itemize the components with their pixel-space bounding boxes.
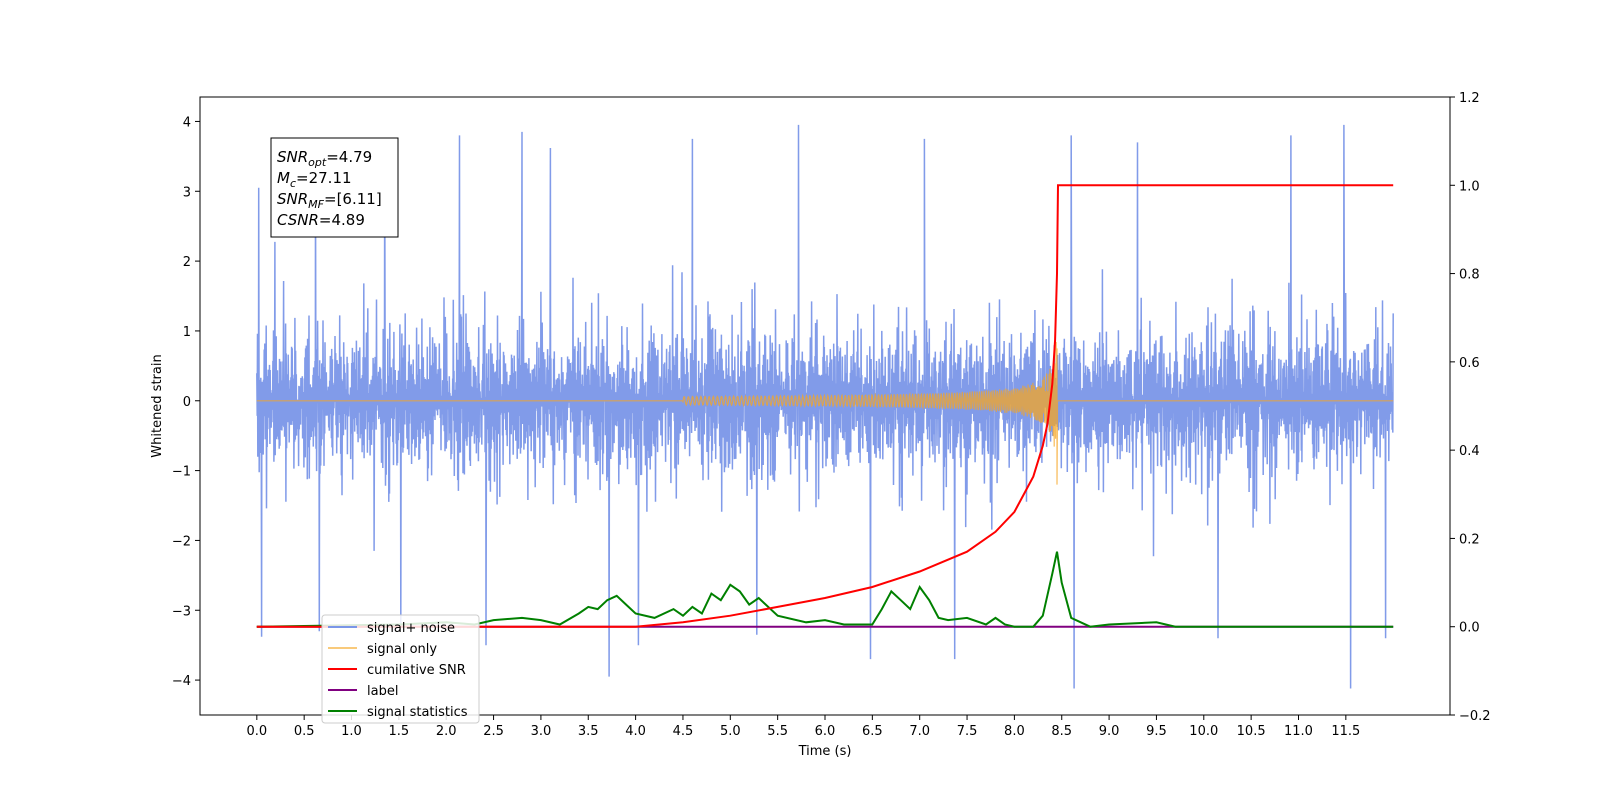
legend-label: cumilative SNR xyxy=(367,663,466,678)
y2-tick-label: 1.0 xyxy=(1459,179,1480,194)
y-tick-label: 3 xyxy=(183,185,191,200)
plot-area xyxy=(256,124,1394,689)
legend: signal+ noise signal only cumilative SNR la… xyxy=(321,614,480,724)
x-tick-label: 0.5 xyxy=(294,724,315,739)
axes: 0.0 0.5 1.0 1.5 2.0 2.5 3.0 3.5 4.0 4.5 5.0 5.5 6.0 6… xyxy=(172,91,1491,739)
x-tick-label: 8.0 xyxy=(1004,724,1025,739)
y-tick-label: 1 xyxy=(183,325,191,340)
y2-tick-label: 0.0 xyxy=(1459,621,1480,636)
series-cumulative-snr-line xyxy=(256,184,1394,628)
x-tick-label: 11.5 xyxy=(1331,724,1360,739)
x-axis-title: Time (s) xyxy=(798,744,852,759)
series-signal-noise-line xyxy=(256,124,1394,689)
x-tick-label: 6.0 xyxy=(815,724,836,739)
y-axis-title: Whitened strain xyxy=(150,354,165,457)
annotation-line: CSNR=4.89 xyxy=(277,211,365,229)
x-tick-label: 7.5 xyxy=(957,724,978,739)
x-tick-label: 4.0 xyxy=(625,724,646,739)
x-tick-label: 3.5 xyxy=(578,724,599,739)
y-tick-label: 2 xyxy=(183,255,191,270)
y-tick-label: −2 xyxy=(172,534,191,549)
y2-tick-label: 0.4 xyxy=(1459,444,1480,459)
x-tick-label: 2.5 xyxy=(483,724,504,739)
x-tick-label: 5.0 xyxy=(720,724,741,739)
x-tick-label: 4.5 xyxy=(673,724,694,739)
legend-label: label xyxy=(367,684,398,699)
y2-tick-label: −0.2 xyxy=(1459,709,1491,724)
y2-tick-label: 0.2 xyxy=(1459,532,1480,547)
legend-label: signal only xyxy=(367,642,437,657)
x-tick-label: 7.0 xyxy=(909,724,930,739)
x-tick-label: 2.0 xyxy=(436,724,457,739)
x-tick-label: 1.5 xyxy=(389,724,410,739)
x-tick-label: 10.5 xyxy=(1237,724,1266,739)
legend-frame xyxy=(321,614,480,724)
x-tick-label: 6.5 xyxy=(862,724,883,739)
x-tick-label: 11.0 xyxy=(1284,724,1313,739)
annotation-line: Mc=27.11 xyxy=(277,169,352,190)
y-tick-label: 0 xyxy=(183,395,191,410)
legend-label: signal+ noise xyxy=(367,621,455,636)
y-tick-label: −1 xyxy=(172,465,191,480)
x-tick-label: 9.5 xyxy=(1146,724,1167,739)
y-tick-label: −4 xyxy=(172,674,191,689)
series-signal-statistics-line xyxy=(256,551,1394,628)
x-tick-label: 9.0 xyxy=(1099,724,1120,739)
x-tick-label: 10.0 xyxy=(1189,724,1218,739)
y2-tick-label: 0.6 xyxy=(1459,356,1480,371)
series-signal-only-line xyxy=(256,341,1394,485)
annotation-frame xyxy=(270,137,399,238)
y2-tick-label: 1.2 xyxy=(1459,91,1480,106)
annotation-line: SNRopt=4.79 xyxy=(277,148,372,169)
x-tick-label: 5.5 xyxy=(767,724,788,739)
x-tick-label: 8.5 xyxy=(1051,724,1072,739)
y2-tick-label: 0.8 xyxy=(1459,268,1480,283)
annotation-line: SNRMF=[6.11] xyxy=(277,190,382,211)
x-tick-label: 3.0 xyxy=(531,724,552,739)
y-tick-label: 4 xyxy=(183,115,191,130)
x-tick-label: 0.0 xyxy=(246,724,267,739)
legend-label: signal statistics xyxy=(367,705,468,720)
x-tick-label: 1.0 xyxy=(341,724,362,739)
y-tick-label: −3 xyxy=(172,604,191,619)
